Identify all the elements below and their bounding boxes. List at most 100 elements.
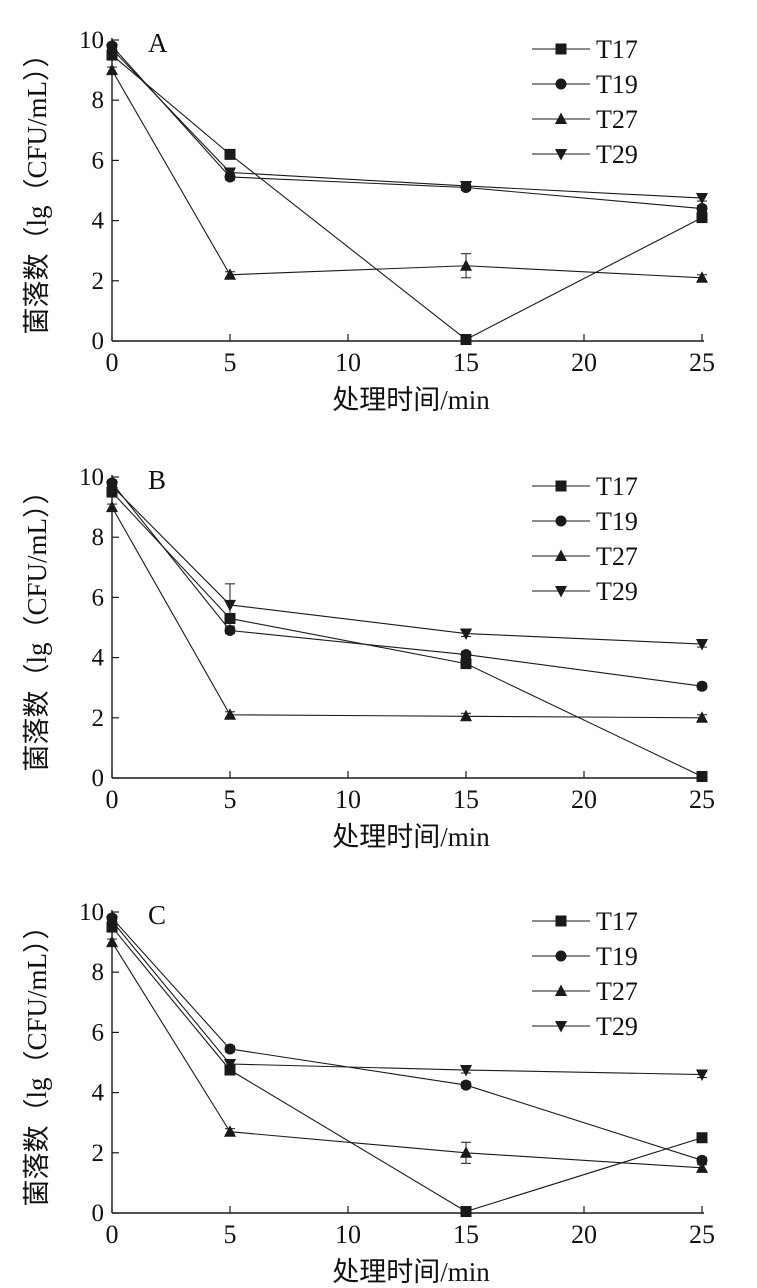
x-tick-label: 20 xyxy=(571,785,597,814)
legend-label: T27 xyxy=(596,105,638,134)
legend-marker xyxy=(555,112,567,124)
data-point xyxy=(106,63,118,76)
x-tick-label: 0 xyxy=(106,1220,119,1249)
legend-label: T27 xyxy=(596,977,638,1006)
y-tick-label: 0 xyxy=(92,765,105,792)
legend-marker xyxy=(555,515,567,527)
x-tick-label: 10 xyxy=(335,1220,361,1249)
data-point xyxy=(106,916,118,928)
legend-marker xyxy=(555,915,567,927)
x-tick-label: 5 xyxy=(224,1220,237,1249)
series-line xyxy=(111,491,703,777)
data-point xyxy=(224,1125,236,1137)
data-point xyxy=(224,1059,236,1071)
series-line xyxy=(111,48,703,199)
y-axis-label: 菌落数（lg（CFU/mL）） xyxy=(22,912,52,1206)
panel-label: B xyxy=(148,465,166,495)
legend-marker xyxy=(555,78,567,90)
data-point xyxy=(460,1079,472,1091)
y-tick-label: 0 xyxy=(92,328,105,355)
series-line xyxy=(111,506,703,719)
series-t27 xyxy=(106,63,708,283)
data-point xyxy=(460,180,472,193)
data-point xyxy=(460,259,472,271)
data-point xyxy=(224,708,236,720)
y-axis-label: 菌落数（lg（CFU/mL）） xyxy=(22,477,52,771)
data-point xyxy=(696,271,708,283)
legend: T17 T19 T27 T29 xyxy=(532,472,638,606)
legend-marker xyxy=(555,43,567,55)
x-tick-label: 0 xyxy=(106,348,119,377)
y-tick-label: 4 xyxy=(92,645,105,672)
series-line xyxy=(111,926,703,1213)
series-line xyxy=(111,69,703,279)
data-point xyxy=(460,709,472,722)
data-point xyxy=(460,1065,472,1077)
data-point xyxy=(106,481,118,493)
data-point xyxy=(460,1205,472,1217)
data-point xyxy=(224,268,236,280)
legend-label: T29 xyxy=(596,1012,638,1041)
legend-marker xyxy=(555,1021,567,1033)
data-point xyxy=(696,193,708,205)
legend-marker xyxy=(555,149,567,161)
data-point xyxy=(224,599,236,612)
series-t29 xyxy=(106,44,708,205)
x-tick-label: 20 xyxy=(571,1220,597,1249)
panel-label: C xyxy=(148,900,166,930)
series-line xyxy=(111,482,703,687)
data-point xyxy=(224,625,236,637)
legend-marker xyxy=(555,549,567,561)
legend: T17 T19 T27 T29 xyxy=(532,907,638,1041)
data-point xyxy=(106,44,118,56)
legend-label: T29 xyxy=(596,140,638,169)
x-tick-label: 15 xyxy=(453,1220,479,1249)
x-tick-label: 25 xyxy=(689,1220,715,1249)
x-tick-label: 10 xyxy=(335,785,361,814)
x-tick-label: 0 xyxy=(106,785,119,814)
x-axis-label: 处理时间/min xyxy=(332,1257,490,1287)
series-line xyxy=(111,485,703,645)
chart-panel-c: 0 2 4 6 8 10 0 5 10 15 20 25 处理时间/min 菌落数（lg（CFU/mL））… xyxy=(22,899,715,1287)
y-tick-label: 10 xyxy=(79,27,104,54)
y-tick-label: 10 xyxy=(79,464,104,491)
series-t29 xyxy=(106,481,708,651)
y-tick-label: 6 xyxy=(92,1019,105,1046)
y-tick-label: 8 xyxy=(92,959,105,986)
data-point xyxy=(224,148,236,160)
y-tick-label: 2 xyxy=(92,1140,105,1167)
y-tick-label: 6 xyxy=(92,584,105,611)
legend-label: T17 xyxy=(596,35,638,64)
data-point xyxy=(696,1069,708,1082)
chart-panel-b: 0 2 4 6 8 10 0 5 10 15 20 25 处理时间/min 菌落数（lg（CFU/mL））… xyxy=(22,464,715,852)
data-point xyxy=(460,658,472,670)
y-tick-label: 6 xyxy=(92,147,105,174)
data-point xyxy=(696,711,708,723)
x-tick-label: 5 xyxy=(224,785,237,814)
x-tick-label: 20 xyxy=(571,348,597,377)
data-point xyxy=(696,770,708,782)
data-point xyxy=(696,203,708,215)
y-tick-label: 2 xyxy=(92,268,105,295)
legend-marker xyxy=(555,586,567,598)
legend-label: T17 xyxy=(596,472,638,501)
legend-label: T27 xyxy=(596,542,638,571)
y-tick-label: 4 xyxy=(92,208,105,235)
data-point xyxy=(696,212,708,224)
series-t27 xyxy=(106,500,708,723)
series-t29 xyxy=(106,916,708,1082)
x-tick-label: 15 xyxy=(453,348,479,377)
y-tick-label: 0 xyxy=(92,1200,105,1227)
legend-label: T19 xyxy=(596,70,638,99)
legend-marker xyxy=(555,950,567,962)
data-point xyxy=(106,500,118,513)
y-tick-label: 8 xyxy=(92,524,105,551)
series-line xyxy=(111,920,703,1076)
x-tick-label: 25 xyxy=(689,348,715,377)
y-tick-label: 10 xyxy=(79,899,104,926)
data-point xyxy=(224,167,236,179)
chart-panel-a: 0 2 4 6 8 10 0 5 10 15 20 25 处理时间/min 菌落数（lg（CFU/mL））… xyxy=(22,27,715,415)
legend-label: T19 xyxy=(596,507,638,536)
legend-label: T17 xyxy=(596,907,638,936)
